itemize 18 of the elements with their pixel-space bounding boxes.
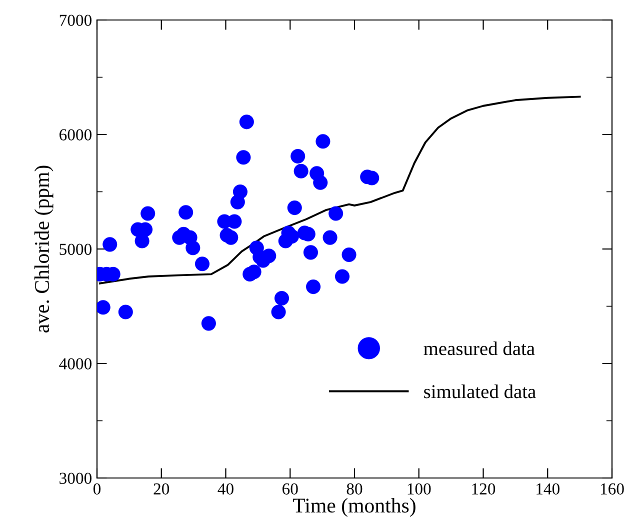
x-tick-label: 0 (93, 483, 101, 495)
x-tick-label: 160 (600, 483, 624, 495)
x-axis-title: Time (months) (293, 498, 416, 517)
x-tick-label: 60 (282, 483, 298, 495)
x-tick-label: 140 (536, 483, 560, 495)
y-tick-label: 4000 (59, 358, 92, 370)
y-tick-label: 7000 (60, 14, 92, 26)
y-axis-title: ave. Chloride (ppm) (34, 166, 54, 332)
y-tick-label: 6000 (60, 129, 92, 140)
y-tick-label: 5000 (60, 244, 92, 255)
x-tick-label: 80 (346, 483, 362, 495)
x-tick-label: 100 (408, 483, 431, 495)
x-tick-label: 120 (472, 483, 496, 495)
x-tick-label: 40 (218, 483, 234, 495)
legend-label: simulated data (424, 384, 536, 398)
y-tick-label: 3000 (60, 472, 92, 484)
x-tick-label: 20 (154, 483, 170, 495)
legend-label: measured data (424, 342, 535, 356)
